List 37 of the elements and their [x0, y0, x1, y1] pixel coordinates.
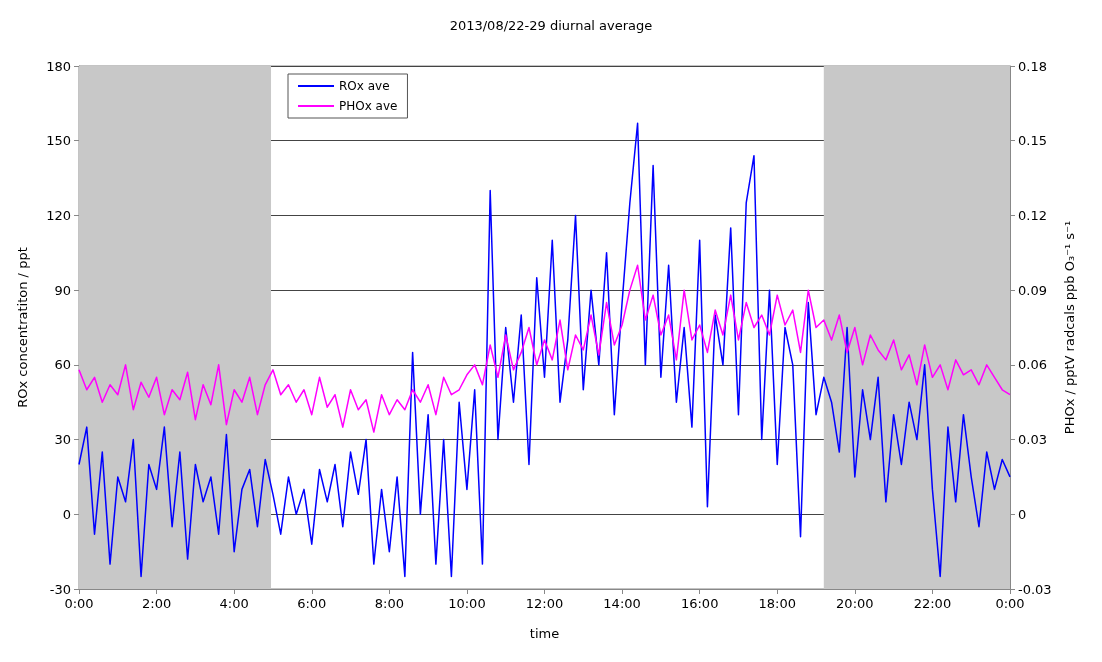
legend-label: ROx ave: [339, 79, 390, 93]
x-tick-label: 0:00: [64, 596, 94, 611]
legend-label: PHOx ave: [339, 99, 398, 113]
x-tick-label: 18:00: [758, 596, 796, 611]
y2-tick-label: 0.09: [1018, 282, 1047, 298]
y2-tick-label: -0.03: [1018, 581, 1052, 597]
y2-tick-label: 0: [1018, 506, 1027, 522]
x-tick-label: 8:00: [374, 596, 404, 611]
y-tick-label: 150: [46, 133, 71, 149]
y-axis-title: ROx concentratiton / ppt: [15, 247, 30, 408]
x-tick-label: 20:00: [836, 596, 874, 611]
line-series: [78, 122, 1011, 578]
x-tick-label: 4:00: [219, 596, 249, 611]
chart-title: 2013/08/22-29 diurnal average: [449, 18, 653, 33]
y-tick-label: 120: [46, 207, 71, 223]
y2-tick-label: 0.06: [1018, 357, 1047, 373]
x-tick-label: 2:00: [141, 596, 172, 611]
x-tick-label: 22:00: [913, 596, 952, 611]
x-axis-title: time: [529, 626, 560, 641]
x-tick-label: 14:00: [603, 596, 641, 611]
y-tick-label: -30: [49, 581, 71, 597]
y2-axis-title: PHOx / pptV radcals ppb O₃⁻¹ s⁻¹: [1061, 220, 1077, 435]
x-tick-label: 0:00: [995, 596, 1025, 611]
y-tick-label: 60: [54, 357, 71, 373]
y-tick-label: 180: [46, 58, 71, 74]
x-tick-label: 12:00: [525, 596, 564, 611]
y-tick-label: 0: [62, 506, 71, 522]
x-tick-label: 16:00: [680, 596, 719, 611]
y-tick-label: 90: [54, 282, 71, 298]
y-tick-label: 30: [54, 432, 71, 448]
y2-tick-label: 0.18: [1018, 58, 1047, 74]
y2-tick-label: 0.15: [1018, 133, 1047, 149]
x-tick-label: 10:00: [448, 596, 486, 611]
line-series: [78, 264, 1011, 433]
y2-tick-label: 0.03: [1018, 432, 1047, 448]
x-tick-label: 6:00: [297, 596, 327, 611]
y2-tick-label: 0.12: [1018, 207, 1047, 223]
